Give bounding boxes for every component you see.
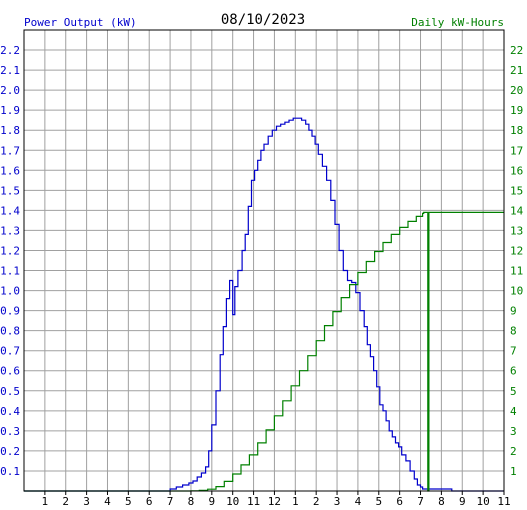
left-axis-label: Power Output (kW) [24,16,137,29]
y-right-tick-label: 16 [510,164,523,177]
y-left-tick-label: 1.1 [0,265,20,278]
y-right-tick-label: 19 [510,104,523,117]
x-tick-label: 3 [334,495,341,508]
y-right-tick-label: 9 [510,305,517,318]
y-left-tick-label: 1.5 [0,184,20,197]
y-right-tick-label: 21 [510,64,523,77]
x-tick-label: 8 [438,495,445,508]
y-right-tick-label: 7 [510,345,517,358]
y-left-tick-label: 0.3 [0,425,20,438]
y-left-tick-label: 0.6 [0,365,20,378]
y-left-tick-label: 1.0 [0,285,20,298]
x-tick-label: 6 [146,495,153,508]
y-left-tick-label: 1.6 [0,164,20,177]
power-output-line [24,117,504,492]
x-tick-label: 5 [375,495,382,508]
right-axis-label: Daily kW-Hours [411,16,504,29]
x-tick-label: 1 [292,495,299,508]
y-left-tick-label: 2.2 [0,44,20,57]
x-tick-label: 1 [42,495,49,508]
x-tick-label: 3 [83,495,90,508]
y-left-tick-label: 2.1 [0,64,20,77]
y-right-tick-label: 1 [510,465,517,478]
y-right-tick-label: 22 [510,44,523,57]
x-tick-label: 9 [209,495,216,508]
y-right-tick-label: 15 [510,184,523,197]
y-right-tick-label: 10 [510,285,523,298]
x-tick-label: 2 [313,495,320,508]
y-right-tick-label: 3 [510,425,517,438]
y-right-tick-label: 17 [510,144,523,157]
x-tick-label: 12 [268,495,281,508]
x-tick-label: 5 [125,495,132,508]
y-left-tick-label: 2.0 [0,84,20,97]
y-right-tick-label: 13 [510,224,523,237]
y-right-tick-label: 20 [510,84,523,97]
y-right-tick-label: 8 [510,325,517,338]
y-right-tick-label: 14 [510,204,524,217]
y-left-tick-label: 1.7 [0,144,20,157]
x-tick-label: 11 [247,495,260,508]
x-tick-label: 7 [167,495,174,508]
y-right-tick-label: 11 [510,265,523,278]
y-left-tick-label: 1.3 [0,224,20,237]
y-left-tick-label: 1.2 [0,244,20,257]
y-left-tick-label: 0.9 [0,305,20,318]
y-left-tick-label: 0.7 [0,345,20,358]
chart-title: 08/10/2023 [221,12,305,28]
x-tick-label: 7 [417,495,424,508]
y-right-tick-label: 4 [510,405,517,418]
x-tick-label: 10 [477,495,490,508]
x-tick-label: 6 [396,495,403,508]
y-right-tick-label: 5 [510,385,517,398]
y-left-tick-label: 1.8 [0,124,20,137]
plot-frame [23,29,505,492]
y-left-axis-ticks: 0.1 0.2 0.3 0.4 0.5 0.6 0.7 0.8 0.9 1.0 1.1 1.2 1.3 1… [0,44,20,478]
y-left-tick-label: 0.1 [0,465,20,478]
x-axis-ticks: 1 2 3 4 5 6 7 8 9 10 11 12 1 2 3 4 5 6 7 8 9 10 11 [42,491,511,508]
y-left-tick-label: 0.5 [0,385,20,398]
y-left-tick-label: 0.4 [0,405,20,418]
y-left-tick-label: 0.2 [0,445,20,458]
x-tick-label: 4 [355,495,362,508]
y-left-tick-label: 0.8 [0,325,20,338]
x-tick-label: 9 [459,495,466,508]
x-tick-label: 4 [104,495,111,508]
x-tick-label: 10 [226,495,239,508]
y-right-tick-label: 2 [510,445,517,458]
x-tick-label: 8 [188,495,195,508]
x-tick-label: 2 [62,495,69,508]
x-tick-label: 11 [497,495,510,508]
y-left-tick-label: 1.4 [0,204,20,217]
y-left-tick-label: 1.9 [0,104,20,117]
chart-series [24,117,504,492]
y-right-tick-label: 6 [510,365,517,378]
y-right-tick-label: 12 [510,244,523,257]
y-right-tick-label: 18 [510,124,523,137]
daily-kwh-line [24,211,504,492]
